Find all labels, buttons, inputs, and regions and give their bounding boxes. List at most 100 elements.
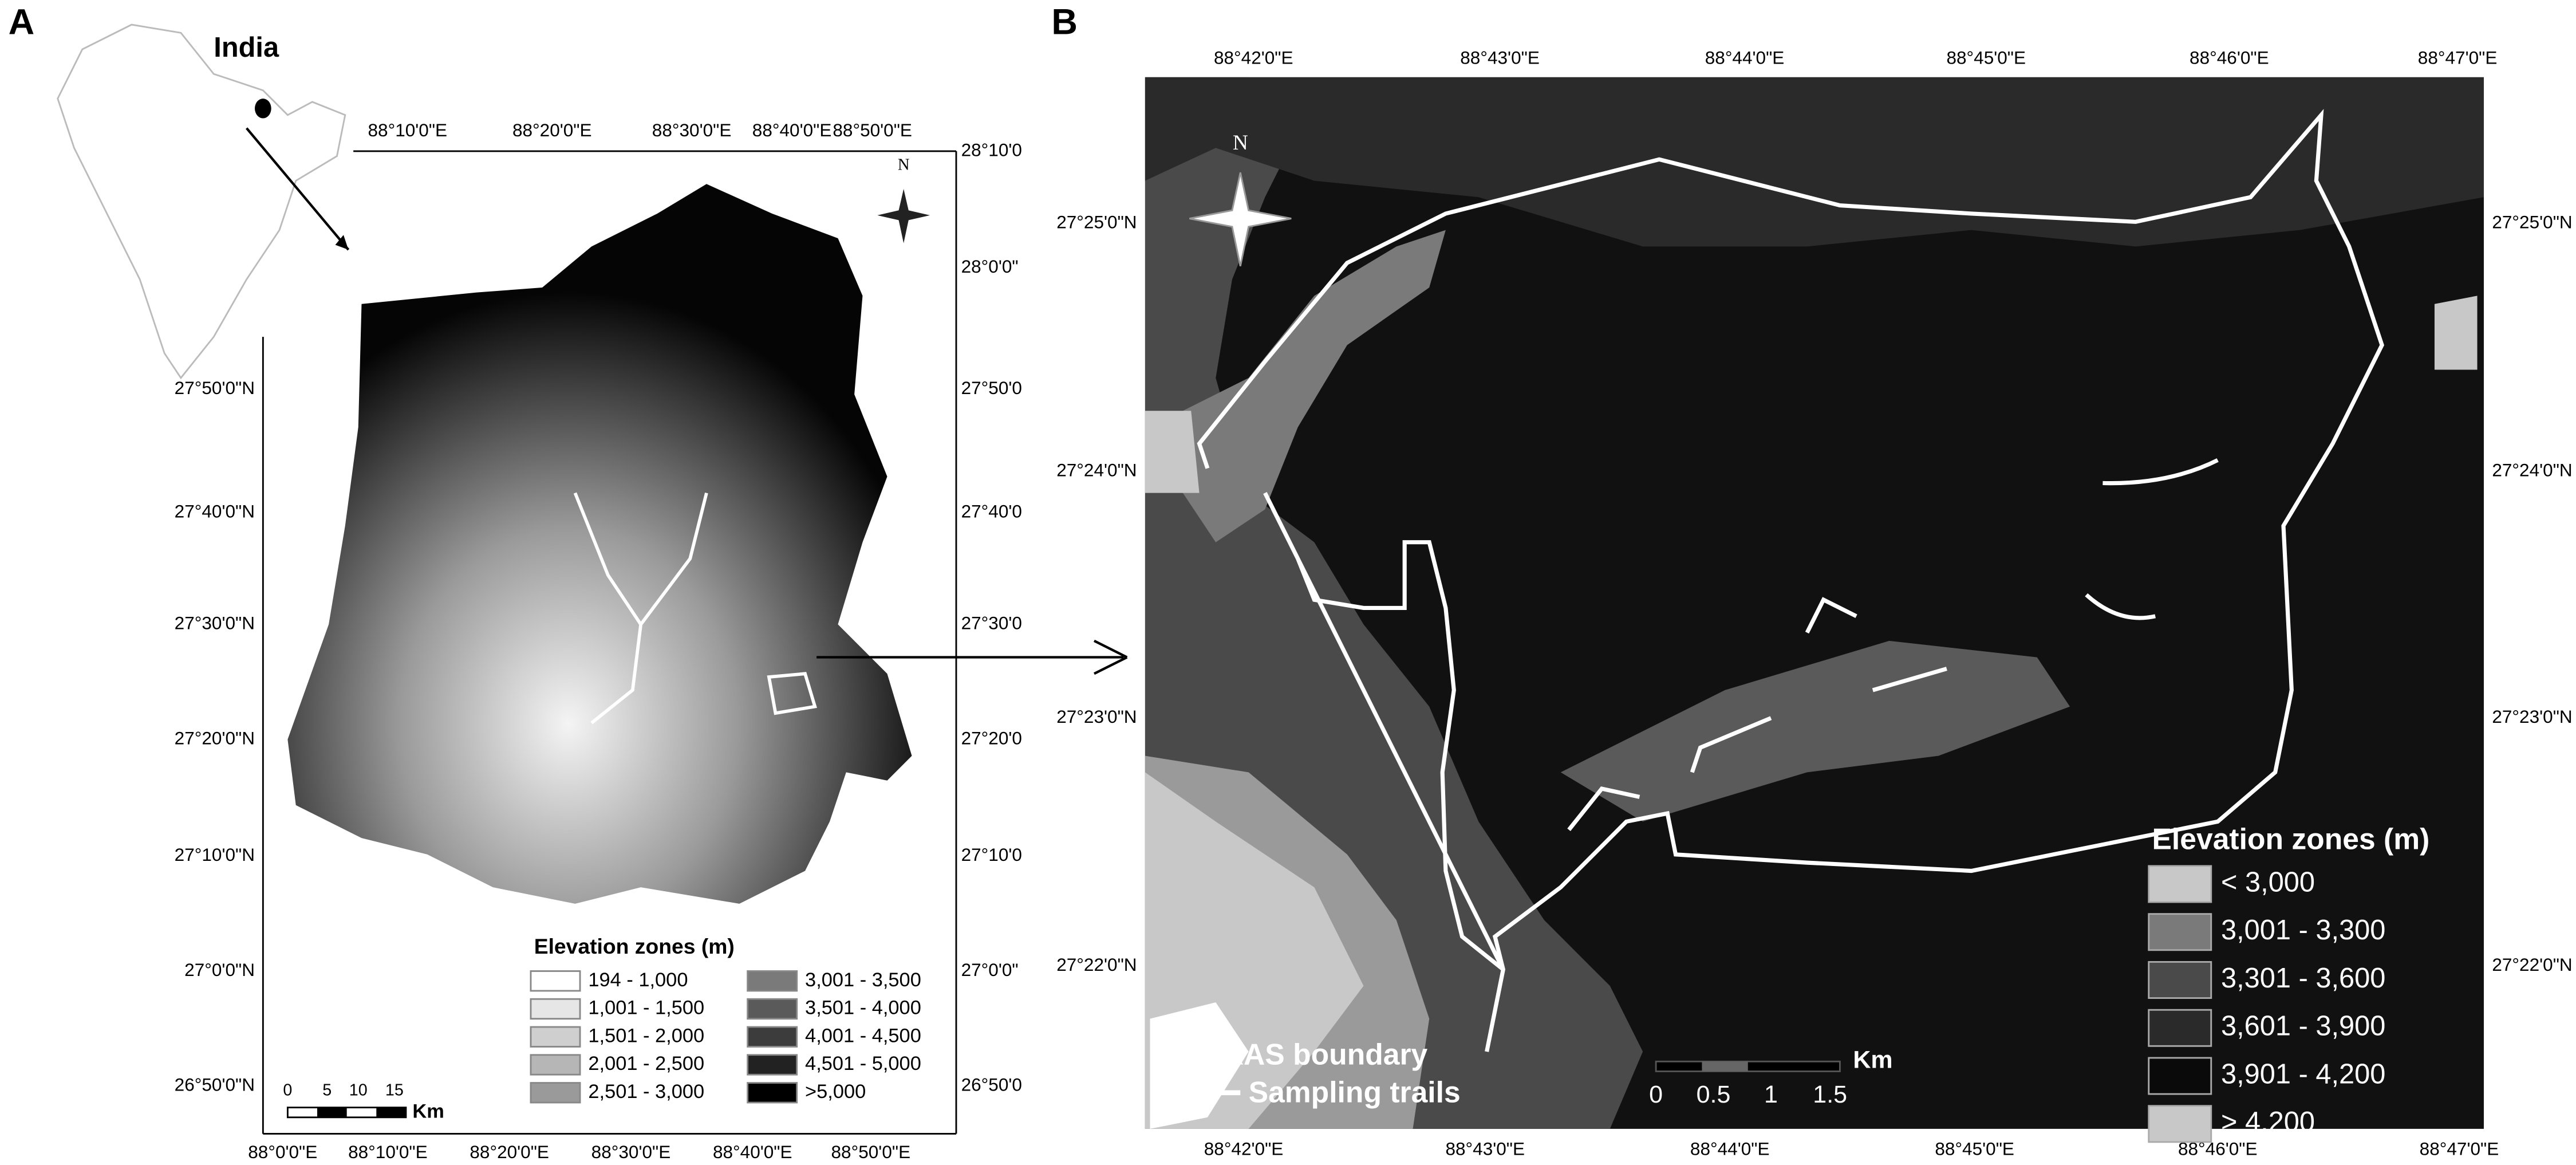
y-tick-label: 26°50'0"N: [175, 1075, 255, 1095]
scale-label: 0: [283, 1081, 292, 1099]
x-tick-label: 88°45'0"E: [1935, 1139, 2014, 1159]
y-tick-label: 27°40'0: [961, 501, 1022, 521]
x-tick-label: 88°44'0"E: [1705, 48, 1785, 68]
legend-swatch: [530, 970, 581, 992]
scale-unit: Km: [1853, 1046, 1892, 1074]
north-label: N: [898, 155, 910, 174]
y-tick-label: 27°20'0: [961, 727, 1022, 748]
legend-swatch: [747, 998, 798, 1020]
x-tick-label: 88°42'0"E: [1204, 1139, 1284, 1159]
legend-label: 4,001 - 4,500: [805, 1025, 921, 1046]
y-tick-label: 27°23'0"N: [1056, 706, 1137, 727]
panel-label: B: [1051, 2, 1078, 42]
sikkim-marker: [255, 99, 271, 119]
y-tick-label: 26°50'0: [961, 1075, 1022, 1095]
legend-label: 3,301 - 3,600: [2221, 963, 2385, 994]
legend-label: 3,901 - 4,200: [2221, 1058, 2385, 1089]
legend-label: 1,001 - 1,500: [588, 997, 704, 1019]
legend-swatch: [530, 1082, 581, 1104]
trail: [1197, 109, 2385, 1052]
river: [573, 492, 708, 725]
y-tick-label: 27°22'0"N: [1056, 954, 1137, 975]
elevation-map: [287, 184, 912, 904]
scale-label: 1: [1764, 1081, 1778, 1108]
legend-swatch: [2148, 913, 2212, 951]
y-tick-label: 27°20'0"N: [175, 727, 255, 748]
legend-title: Elevation zones (m): [534, 934, 735, 958]
x-tick-label: 88°47'0"E: [2418, 48, 2498, 68]
terrain: [1145, 411, 1200, 493]
y-tick-label: 27°30'0"N: [175, 612, 255, 633]
terrain: [1182, 230, 1446, 542]
y-tick-label: 27°50'0: [961, 377, 1022, 398]
x-tick-label: 88°43'0"E: [1460, 48, 1540, 68]
x-tick-label: 88°50'0"E: [833, 120, 912, 140]
legend-swatch: [747, 1026, 798, 1048]
legend-swatch: [2148, 1009, 2212, 1047]
y-tick-label: 27°23'0"N: [2492, 706, 2572, 727]
y-tick-label: 28°10'0: [961, 139, 1022, 160]
legend-label: 3,501 - 4,000: [805, 997, 921, 1019]
y-tick-label: 27°0'0"N: [184, 959, 255, 980]
y-tick-label: 27°0'0": [961, 959, 1019, 980]
legend-label: 3,001 - 3,500: [805, 969, 921, 991]
inset-label: India: [214, 32, 279, 63]
arrowhead: [1094, 639, 1128, 675]
y-tick-label: 27°25'0"N: [2492, 211, 2572, 232]
legend-label: 3,001 - 3,300: [2221, 915, 2385, 946]
legend-boundary-symbol: [1184, 1038, 1218, 1068]
x-tick-label: 88°42'0"E: [1214, 48, 1293, 68]
legend-label: KAS boundary: [1222, 1037, 1428, 1070]
legend-swatch: [2148, 1105, 2212, 1143]
y-tick-label: 27°25'0"N: [1056, 211, 1137, 232]
x-tick-label: 88°40'0"E: [752, 120, 832, 140]
x-tick-label: 88°44'0"E: [1690, 1139, 1770, 1159]
scale-label: 10: [349, 1081, 368, 1099]
scale-label: 0: [1649, 1081, 1663, 1108]
legend-label: < 3,000: [2221, 867, 2315, 898]
legend-label: 2,501 - 3,000: [588, 1081, 704, 1103]
x-tick-label: 88°10'0"E: [368, 120, 448, 140]
legend-swatch: [530, 998, 581, 1020]
legend-swatch: [747, 970, 798, 992]
y-tick-label: 27°10'0: [961, 844, 1022, 865]
legend-label: >5,000: [805, 1081, 866, 1103]
legend-swatch: [747, 1054, 798, 1076]
y-tick-label: 27°22'0"N: [2492, 954, 2572, 975]
legend-label: 194 - 1,000: [588, 969, 688, 991]
y-tick-label: 28°0'0": [961, 256, 1019, 277]
legend-label: 2,001 - 2,500: [588, 1053, 704, 1075]
y-tick-label: 27°24'0"N: [1056, 460, 1137, 481]
x-tick-label: 88°10'0"E: [348, 1142, 428, 1162]
legend-label: 4,501 - 5,000: [805, 1053, 921, 1075]
y-tick-label: 27°24'0"N: [2492, 460, 2572, 481]
x-tick-label: 88°50'0"E: [831, 1142, 911, 1162]
compass: [1189, 172, 1292, 267]
x-tick-label: 88°40'0"E: [713, 1142, 792, 1162]
legend-title: Elevation zones (m): [2152, 822, 2430, 855]
terrain: [2434, 296, 2478, 370]
legend-swatch: [530, 1026, 581, 1048]
x-tick-label: 88°20'0"E: [512, 120, 592, 140]
legend-swatch: [530, 1054, 581, 1076]
kas-boundary: [767, 672, 817, 715]
y-tick-label: 27°10'0"N: [175, 844, 255, 865]
scale-label: 15: [385, 1081, 404, 1099]
arrowhead: [335, 235, 349, 250]
scale-bar: [317, 1107, 347, 1117]
x-tick-label: 88°47'0"E: [2420, 1139, 2499, 1159]
north-label: N: [1233, 131, 1248, 155]
scale-label: 5: [322, 1081, 332, 1099]
legend-swatch: [2148, 1057, 2212, 1095]
scale-unit: Km: [412, 1100, 444, 1122]
x-tick-label: 88°0'0"E: [248, 1142, 317, 1162]
x-tick-label: 88°30'0"E: [591, 1142, 671, 1162]
x-tick-label: 88°20'0"E: [470, 1142, 549, 1162]
panel-label: A: [9, 2, 35, 42]
inset-arrow: [246, 127, 350, 251]
legend-swatch: [2148, 961, 2212, 999]
legend-label: 3,601 - 3,900: [2221, 1011, 2385, 1042]
terrain: [1145, 77, 2484, 247]
legend-swatch: [2148, 865, 2212, 903]
